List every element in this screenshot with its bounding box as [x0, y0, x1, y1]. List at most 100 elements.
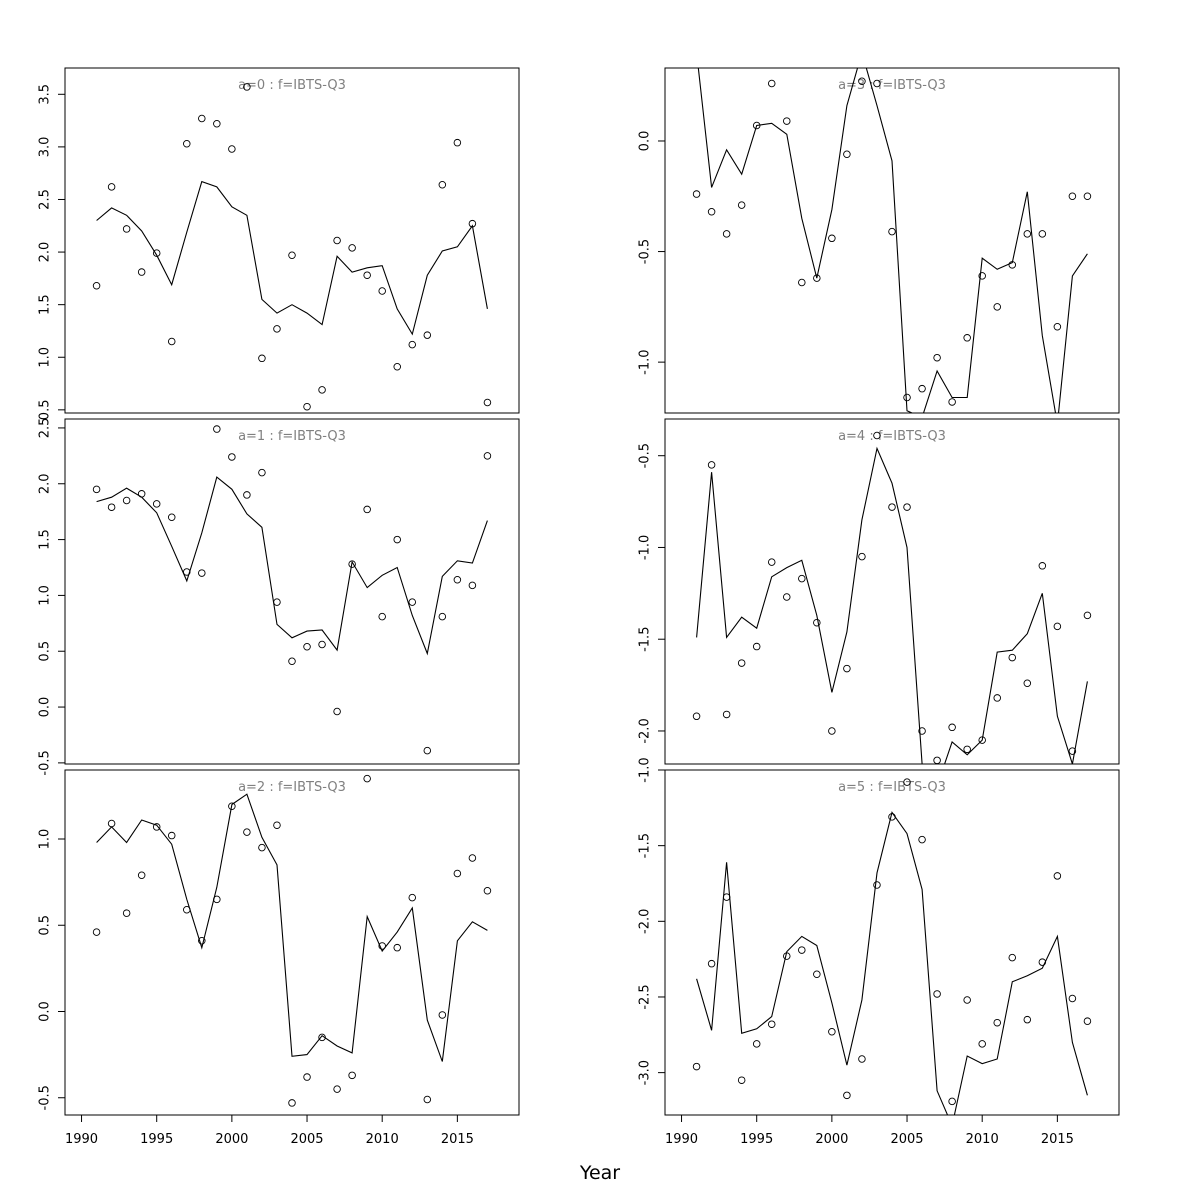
- observed-point: [137, 490, 146, 498]
- y-tick-label: -0.5: [38, 1085, 53, 1110]
- observed-point: [707, 461, 716, 469]
- observed-point: [318, 640, 326, 649]
- observed-point: [198, 569, 206, 577]
- observed-point: [363, 505, 371, 514]
- observed-point: [933, 756, 941, 764]
- observed-point: [843, 1091, 851, 1100]
- observed-point: [468, 219, 477, 228]
- observed-point: [378, 942, 386, 950]
- observed-point: [288, 1099, 296, 1107]
- observed-point: [1008, 261, 1017, 269]
- x-tick-label: 2015: [441, 1132, 474, 1147]
- x-tick-label: 2000: [215, 1132, 248, 1147]
- panel-frame: [64, 67, 520, 414]
- observed-point: [828, 727, 836, 735]
- panel-title: a=4 : f=IBTS-Q3: [838, 429, 946, 444]
- y-tick-label: -3.0: [638, 1060, 653, 1085]
- x-tick-label: 2010: [966, 1132, 999, 1147]
- observed-point: [993, 694, 1001, 702]
- observed-point: [722, 893, 731, 901]
- observed-point: [122, 496, 131, 505]
- observed-point: [798, 574, 806, 583]
- observed-point: [918, 835, 926, 844]
- x-tick-label: 2010: [366, 1132, 399, 1147]
- observed-point: [798, 278, 806, 287]
- observed-point: [318, 386, 326, 394]
- observed-point: [423, 331, 432, 339]
- observed-point: [858, 77, 866, 86]
- plot-area: [92, 774, 492, 1107]
- panel-frame: [64, 769, 520, 1116]
- observed-point: [1053, 323, 1062, 331]
- observed-point: [167, 513, 176, 522]
- panel-title: a=5 : f=IBTS-Q3: [838, 780, 946, 795]
- y-tick-label: 0.0: [38, 697, 53, 718]
- observed-point: [243, 83, 251, 91]
- observed-point: [348, 560, 356, 568]
- observed-point: [707, 959, 716, 968]
- y-tick-label: 0.0: [638, 131, 653, 152]
- fitted-line: [696, 446, 1088, 764]
- y-tick-label: 3.5: [38, 84, 53, 105]
- y-tick-label: -0.5: [638, 239, 653, 264]
- observed-point: [288, 251, 296, 259]
- y-tick-label: 0.0: [38, 1001, 53, 1022]
- observed-point: [453, 138, 462, 147]
- observed-point: [333, 236, 341, 245]
- observed-point: [1038, 562, 1047, 570]
- y-tick-label: 3.0: [38, 137, 53, 158]
- observed-point: [1008, 653, 1017, 662]
- observed-point: [122, 909, 131, 917]
- panel-frame: [664, 769, 1120, 1116]
- observed-point: [752, 1040, 761, 1048]
- y-tick-label: -1.0: [638, 535, 653, 560]
- y-tick-label: 2.0: [38, 242, 53, 263]
- observed-point: [1068, 192, 1077, 201]
- y-tick-label: -2.0: [638, 718, 653, 743]
- observed-point: [167, 831, 176, 840]
- observed-point: [737, 201, 746, 209]
- observed-point: [273, 325, 281, 333]
- y-tick-label: -2.0: [638, 909, 653, 934]
- panel-title: a=0 : f=IBTS-Q3: [238, 78, 346, 93]
- observed-point: [843, 664, 851, 673]
- panel-title: a=2 : f=IBTS-Q3: [238, 780, 346, 795]
- observed-point: [408, 893, 417, 902]
- fitted-line: [96, 476, 488, 656]
- observed-point: [198, 937, 206, 945]
- observed-point: [438, 1011, 447, 1019]
- y-tick-label: 1.5: [38, 294, 53, 315]
- observed-point: [393, 535, 401, 544]
- x-tick-label: 2015: [1041, 1132, 1074, 1147]
- observed-point: [198, 114, 206, 123]
- y-tick-label: -1.0: [638, 757, 653, 782]
- observed-point: [843, 150, 851, 158]
- observed-point: [737, 1076, 746, 1084]
- observed-point: [903, 503, 911, 511]
- observed-point: [243, 491, 251, 499]
- observed-point: [933, 353, 941, 362]
- observed-point: [348, 244, 356, 252]
- fitted-line: [96, 180, 488, 336]
- observed-point: [92, 281, 101, 290]
- observed-point: [183, 139, 191, 148]
- observed-point: [107, 183, 116, 191]
- observed-point: [918, 727, 926, 735]
- observed-point: [438, 181, 447, 189]
- observed-point: [783, 593, 791, 601]
- observed-point: [903, 778, 911, 786]
- observed-point: [107, 503, 116, 511]
- observed-point: [92, 928, 101, 936]
- observed-point: [948, 398, 956, 406]
- observed-point: [767, 558, 776, 566]
- observed-point: [963, 745, 971, 754]
- observed-point: [752, 642, 761, 651]
- observed-point: [348, 1071, 356, 1080]
- observed-point: [228, 453, 236, 461]
- observed-point: [692, 1062, 701, 1071]
- observed-point: [858, 552, 866, 561]
- observed-point: [378, 612, 386, 621]
- observed-point: [1038, 958, 1047, 966]
- observed-point: [858, 1055, 866, 1063]
- observed-point: [333, 707, 341, 716]
